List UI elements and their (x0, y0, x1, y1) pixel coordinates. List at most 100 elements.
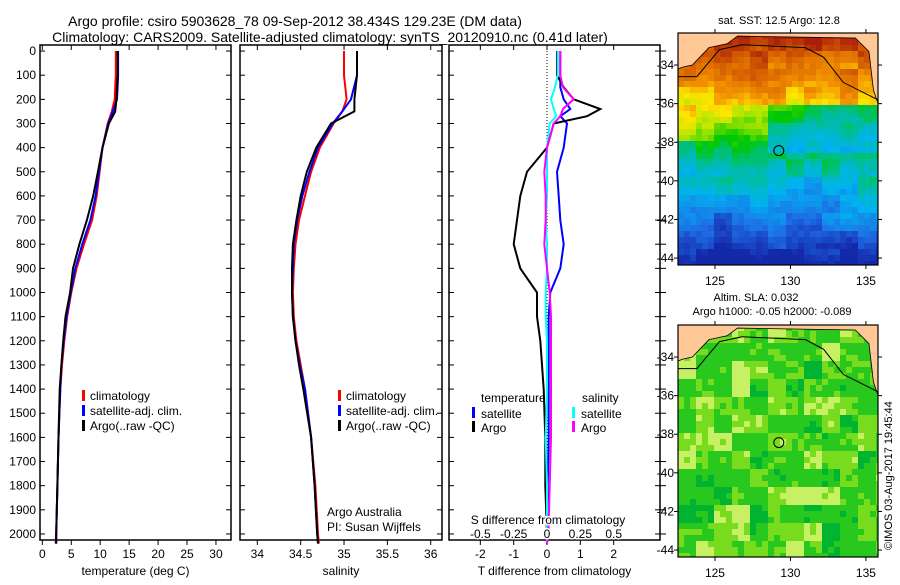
map-cell (774, 39, 780, 45)
map-cell (726, 261, 732, 265)
map-cell (714, 225, 720, 231)
map-cell (798, 547, 804, 553)
map-cell (738, 231, 744, 237)
map-cell (870, 535, 876, 541)
map-cell (828, 213, 834, 219)
map-cell (786, 379, 792, 385)
map-cell (864, 487, 870, 493)
map-cell (732, 427, 738, 433)
map-cell (840, 457, 846, 463)
map-cell (744, 81, 750, 87)
map-cell (852, 57, 858, 63)
map-cell (834, 153, 840, 159)
map-cell (816, 225, 822, 231)
map-cell (780, 87, 786, 93)
map-cell (858, 93, 864, 99)
map-cell (750, 159, 756, 165)
map-cell (852, 439, 858, 445)
map-cell (714, 409, 720, 415)
map-cell (756, 249, 762, 255)
map-cell (774, 553, 780, 557)
map-cell (684, 391, 690, 397)
map-cell (846, 105, 852, 111)
map-cell (816, 261, 822, 265)
map-cell (870, 505, 876, 511)
map-cell (708, 195, 714, 201)
map-cell (876, 523, 878, 529)
map-cell (846, 207, 852, 213)
map-cell (798, 225, 804, 231)
map-cell (780, 237, 786, 243)
map-cell (834, 385, 840, 391)
map-cell (762, 183, 768, 189)
map-cell (774, 189, 780, 195)
map-cell (678, 207, 684, 213)
map-cell (702, 445, 708, 451)
map-cell (726, 81, 732, 87)
map-cell (684, 433, 690, 439)
map-cell (750, 117, 756, 123)
y-tick-label: 1600 (9, 430, 36, 444)
map-cell (714, 255, 720, 261)
map-cell (780, 99, 786, 105)
map-cell (714, 63, 720, 69)
map-cell (798, 535, 804, 541)
map-cell (870, 439, 876, 445)
map-cell (792, 93, 798, 99)
map-cell (792, 123, 798, 129)
map-cell (840, 261, 846, 265)
map-cell (678, 237, 684, 243)
map-cell (792, 331, 798, 337)
map-cell (834, 261, 840, 265)
map-cell (828, 159, 834, 165)
map-cell (714, 343, 720, 349)
map-cell (798, 397, 804, 403)
map-cell (804, 51, 810, 57)
map-cell (708, 547, 714, 553)
map-cell (816, 379, 822, 385)
map-cell (774, 367, 780, 373)
map-cell (690, 355, 696, 361)
map-cell (804, 427, 810, 433)
map-cell (870, 135, 876, 141)
map-cell (684, 427, 690, 433)
credit: ©IMOS 03-Aug-2017 19:45:44 (883, 401, 895, 550)
series-line-s-argo (543, 51, 576, 544)
map-cell (786, 39, 792, 45)
map-cell (792, 45, 798, 51)
map-cell (690, 469, 696, 475)
map-cell (762, 355, 768, 361)
map-cell (726, 219, 732, 225)
map-cell (696, 391, 702, 397)
map-cell (822, 81, 828, 87)
map-cell (732, 219, 738, 225)
map-cell (786, 105, 792, 111)
map-cell (846, 409, 852, 415)
map-cell (756, 541, 762, 547)
map-cell (768, 189, 774, 195)
map-cell (852, 469, 858, 475)
map-cell (846, 481, 852, 487)
map-cell (810, 427, 816, 433)
map-cell (810, 261, 816, 265)
plot-layer: 0100200300400500600700800900100011001200… (9, 29, 882, 580)
map-cell (804, 123, 810, 129)
map-cell (858, 243, 864, 249)
map-cell (804, 249, 810, 255)
map-cell (768, 547, 774, 553)
map-cell (720, 255, 726, 261)
map-cell (816, 93, 822, 99)
map-cell (816, 451, 822, 457)
map-cell (714, 147, 720, 153)
map-cell (816, 111, 822, 117)
map-cell (786, 111, 792, 117)
map-cell (690, 123, 696, 129)
map-cell (738, 141, 744, 147)
map-cell (684, 123, 690, 129)
map-cell (816, 553, 822, 557)
map-cell (678, 105, 684, 111)
map-cell (690, 141, 696, 147)
map-cell (840, 505, 846, 511)
map-cell (864, 499, 870, 505)
map-cell (708, 111, 714, 117)
